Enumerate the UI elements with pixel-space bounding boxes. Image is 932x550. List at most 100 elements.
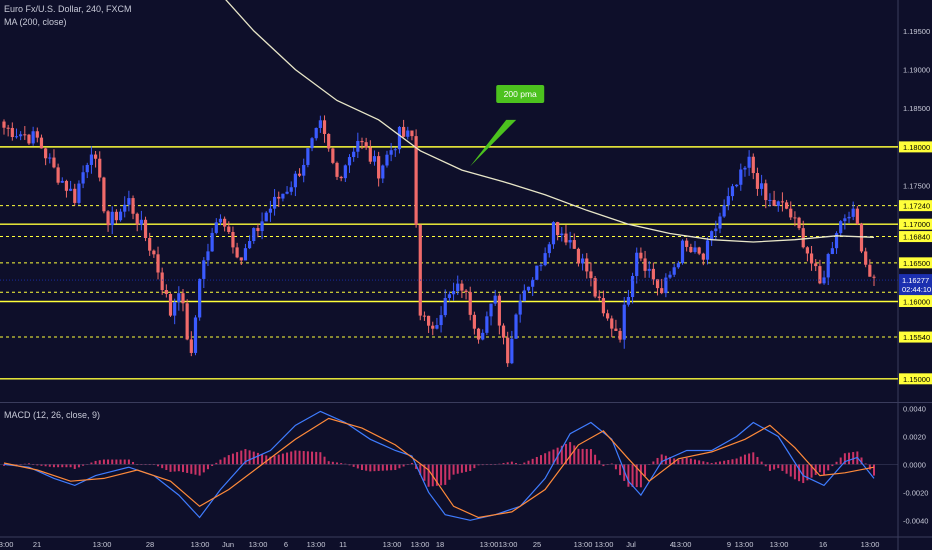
macd-hist-66 (277, 454, 280, 465)
candle-body-119 (497, 295, 501, 326)
candle-204 (851, 201, 855, 221)
pane-separator[interactable] (0, 402, 932, 403)
candle-19 (81, 165, 85, 189)
callout-label: 200 pma (504, 89, 537, 99)
candle-165 (689, 243, 693, 254)
candle-185 (772, 190, 776, 206)
candle-131 (547, 241, 551, 258)
candle-108 (451, 282, 456, 301)
macd-hist-174 (727, 459, 730, 465)
candle-body-172 (718, 216, 722, 229)
candle-143 (597, 290, 601, 301)
candle-body-169 (705, 240, 710, 260)
candle-145 (605, 309, 610, 321)
candle-32 (135, 212, 139, 232)
macd-hist-0 (3, 464, 5, 466)
candle-body-80 (335, 162, 339, 177)
macd-hist-48 (202, 464, 205, 473)
candle-body-103 (431, 325, 435, 329)
macd-hist-90 (377, 464, 380, 471)
candle-body-77 (322, 120, 327, 134)
candle-173 (722, 199, 726, 218)
candle-body-29 (123, 204, 127, 212)
macd-hist-143 (598, 460, 601, 465)
candle-body-58 (243, 248, 248, 261)
macd-hist-39 (165, 464, 168, 470)
candle-body-72 (302, 164, 306, 176)
candle-body-162 (676, 263, 680, 268)
candle-body-50 (210, 232, 214, 252)
candle-body-144 (601, 298, 606, 314)
candle-72 (302, 158, 306, 183)
candle-body-86 (360, 140, 364, 143)
candle-body-174 (726, 196, 730, 206)
macd-hist-155 (648, 464, 651, 466)
candle-205 (855, 205, 859, 226)
candle-67 (281, 193, 285, 202)
candle-39 (164, 284, 168, 298)
macd-hist-92 (385, 464, 388, 471)
macd-hist-170 (710, 463, 713, 465)
macd-hist-135 (564, 443, 567, 465)
macd-hist-89 (373, 464, 376, 472)
candle-body-10 (44, 148, 48, 159)
candle-body-131 (547, 244, 551, 254)
macd-hist-10 (44, 464, 47, 467)
macd-hist-9 (40, 464, 43, 466)
candle-body-155 (647, 268, 651, 271)
candle-178 (743, 165, 747, 177)
macd-hist-14 (61, 464, 64, 468)
macd-hist-101 (423, 464, 426, 481)
candle-body-177 (739, 169, 743, 185)
candle-body-45 (189, 339, 193, 353)
candle-80 (335, 161, 339, 180)
macd-hist-157 (656, 457, 659, 465)
candle-body-140 (585, 258, 589, 272)
macd-hist-168 (702, 461, 705, 465)
candle-53 (223, 216, 227, 232)
candle-50 (210, 227, 214, 252)
macd-hist-123 (515, 463, 518, 465)
candle-195 (814, 259, 818, 272)
candle-140 (585, 253, 589, 279)
macd-hist-100 (419, 464, 422, 475)
time-tick-5: Jun (222, 540, 234, 549)
macd-hist-24 (102, 459, 105, 465)
time-tick-18: Jul (626, 540, 636, 549)
candle-70 (293, 170, 297, 197)
candle-117 (489, 303, 493, 326)
candle-91 (381, 164, 385, 184)
candle-body-183 (764, 183, 768, 201)
macd-hist-142 (594, 454, 597, 465)
macd-hist-127 (531, 458, 534, 465)
candle-body-37 (156, 254, 160, 273)
candle-68 (285, 186, 289, 195)
candle-body-94 (393, 149, 397, 151)
candle-body-126 (526, 286, 531, 291)
macd-hist-181 (756, 456, 759, 465)
candle-body-112 (468, 292, 472, 315)
level-tag-13 (899, 331, 932, 343)
macd-tick-1: 0.0020 (903, 433, 926, 442)
candle-body-121 (506, 337, 510, 364)
macd-tick-0: 0.0040 (903, 405, 926, 414)
candle-146 (610, 315, 614, 338)
macd-hist-28 (119, 459, 122, 465)
candle-body-59 (247, 241, 252, 249)
candle-21 (89, 146, 94, 174)
candle-body-159 (664, 277, 668, 294)
price-tick-6: 1.17000 (903, 220, 930, 229)
candle-2 (10, 122, 14, 141)
candle-44 (185, 299, 189, 341)
macd-hist-149 (623, 464, 626, 481)
macd-hist-77 (323, 456, 326, 465)
macd-hist-200 (835, 461, 838, 465)
candle-177 (739, 163, 743, 191)
candle-body-96 (402, 126, 406, 137)
candle-body-69 (289, 187, 293, 192)
candle-body-61 (256, 228, 260, 232)
candle-body-204 (851, 208, 855, 217)
candle-64 (268, 200, 273, 222)
candle-body-89 (372, 156, 377, 162)
macd-hist-42 (177, 464, 180, 472)
